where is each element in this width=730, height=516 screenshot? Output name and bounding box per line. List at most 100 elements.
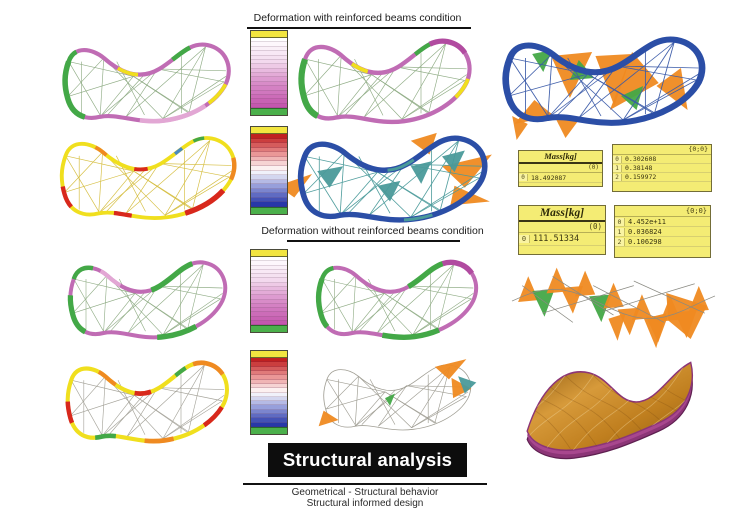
- mesh-border-segment: [62, 42, 232, 124]
- mesh-border-segment: [298, 38, 473, 125]
- mesh-l4-svg: [65, 360, 230, 444]
- wire-line: [65, 155, 134, 172]
- wire-line: [99, 57, 105, 117]
- mesh-border-segment: [62, 42, 232, 124]
- mesh-triangle: [546, 267, 567, 294]
- wire-line: [70, 376, 106, 417]
- wire-line: [378, 385, 407, 427]
- mesh-border-segment: [68, 260, 228, 340]
- mesh-border-segment: [62, 41, 232, 124]
- legend-header: [251, 250, 287, 257]
- wire-line: [101, 387, 158, 437]
- row-value: 0.38148: [625, 164, 653, 172]
- band-wire-line: [603, 283, 695, 312]
- wire-line: [410, 171, 482, 218]
- mesh-border-segment: [65, 360, 230, 444]
- legend-row: [251, 269, 287, 274]
- mesh-border-segment: [67, 259, 228, 341]
- legend-row: [251, 320, 287, 325]
- mesh-triangle: [518, 276, 539, 302]
- wire-line: [384, 293, 438, 330]
- wire-line: [622, 41, 675, 121]
- mesh-border-segment: [59, 136, 237, 220]
- wire-line: [377, 171, 441, 212]
- wireframe-lines: [67, 46, 227, 119]
- wire-line: [616, 65, 699, 69]
- legend-row: [251, 405, 287, 410]
- mesh-border-segment: [299, 39, 472, 124]
- legend-row: [251, 46, 287, 52]
- legend-row: [251, 156, 287, 162]
- mesh-border-segment: [316, 260, 479, 340]
- wire-line: [73, 278, 136, 294]
- mesh-triangle: [574, 270, 596, 297]
- legend-row: [251, 282, 287, 287]
- legend-row: [251, 51, 287, 56]
- surface-top: [526, 361, 693, 452]
- legend-row: [251, 358, 287, 363]
- legend-row: [251, 99, 287, 104]
- wire-line: [410, 177, 480, 218]
- row-index: 0: [519, 174, 528, 181]
- footer-caption: Geometrical - Structural behavior Struct…: [240, 487, 490, 509]
- legend-row: [251, 370, 287, 376]
- wire-line: [64, 151, 103, 193]
- wire-line: [352, 285, 408, 334]
- wire-line: [401, 43, 446, 120]
- wire-line: [428, 43, 447, 114]
- mesh-outline: [65, 360, 229, 444]
- legend-row: [251, 73, 287, 78]
- band-wire-line: [633, 280, 706, 314]
- legend-row: [251, 197, 287, 203]
- mesh-triangle: [434, 359, 467, 380]
- wire-line: [339, 163, 405, 216]
- legend-row: [251, 193, 287, 198]
- legend-row: [251, 383, 287, 389]
- wire-line: [326, 379, 356, 425]
- wire-line: [320, 275, 357, 314]
- wire-line: [187, 365, 205, 433]
- legend-row: [251, 42, 287, 47]
- mesh-border-segment: [59, 135, 237, 221]
- mesh-border-segment: [65, 360, 230, 444]
- wire-line: [304, 156, 378, 173]
- wire-line: [339, 152, 345, 216]
- wire-line: [304, 58, 338, 116]
- wire-line: [125, 68, 158, 117]
- wire-line: [616, 65, 697, 81]
- mesh-outline: [59, 136, 237, 220]
- mesh-triangle: [385, 393, 395, 406]
- title-block-label: Structural analysis: [282, 449, 453, 470]
- row-index: 1: [613, 164, 622, 172]
- mesh-triangle: [603, 282, 624, 309]
- wire-line: [359, 291, 396, 332]
- wire-line: [98, 151, 103, 214]
- panel-row: 2 0.106298: [615, 237, 710, 247]
- mesh-triangle: [589, 294, 612, 323]
- row-index: 0: [613, 155, 622, 163]
- wire-line: [368, 164, 405, 216]
- wire-line: [70, 380, 103, 435]
- legend-row: [251, 265, 287, 270]
- wire-line: [344, 72, 384, 116]
- legend-row: [251, 375, 287, 380]
- wireframe-lines: [64, 140, 232, 216]
- mesh-outline: [68, 260, 228, 340]
- wire-line: [110, 291, 146, 332]
- grid-line: [527, 370, 571, 450]
- legend-header: [251, 127, 287, 134]
- legend-footer: [251, 427, 287, 434]
- wire-line: [411, 391, 469, 429]
- wire-line: [159, 163, 232, 166]
- wire-line: [337, 74, 372, 118]
- wire-line: [157, 68, 226, 72]
- legend-row: [251, 152, 287, 157]
- wire-line: [376, 286, 408, 334]
- mesh-border-segment: [315, 259, 479, 341]
- legend-header: [251, 351, 287, 358]
- wire-line: [352, 293, 385, 334]
- legend-row: [251, 286, 287, 291]
- mesh-border-segment: [67, 259, 228, 341]
- footer-rule: [243, 483, 487, 485]
- mesh-border-segment: [59, 136, 237, 220]
